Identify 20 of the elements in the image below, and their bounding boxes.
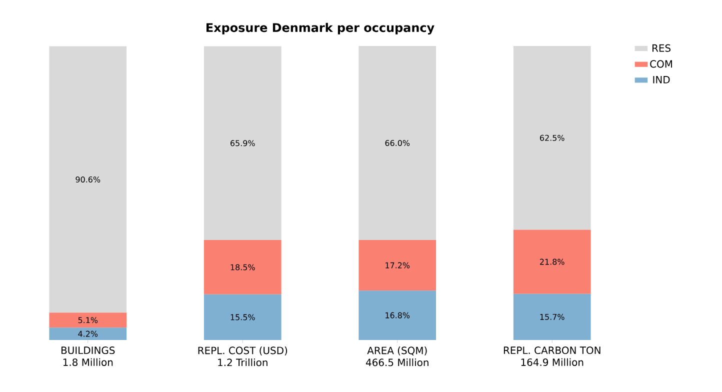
bar <box>513 46 591 230</box>
x-tick-label: BUILDINGS 1.8 Million <box>62 346 115 366</box>
bar <box>204 46 282 240</box>
bar <box>204 294 282 340</box>
bar <box>49 46 127 313</box>
bar <box>204 240 282 294</box>
bar <box>358 240 436 291</box>
bar <box>358 290 436 340</box>
x-tick-label: AREA (SQM) 466.5 Million <box>366 346 428 366</box>
bar <box>49 312 127 328</box>
bar <box>49 328 127 340</box>
bar <box>513 294 591 340</box>
legend-label: IND <box>653 76 670 84</box>
bar <box>358 46 436 240</box>
legend-label: RES <box>652 44 670 52</box>
x-tick-label: REPL. COST (USD) 1.2 Trillion <box>198 346 288 366</box>
bar <box>513 230 591 294</box>
x-tick-label: REPL. CARBON TON 164.9 Million <box>504 346 600 366</box>
legend-label: COM <box>650 60 672 68</box>
chart-title: Exposure Denmark per occupancy <box>206 22 434 34</box>
